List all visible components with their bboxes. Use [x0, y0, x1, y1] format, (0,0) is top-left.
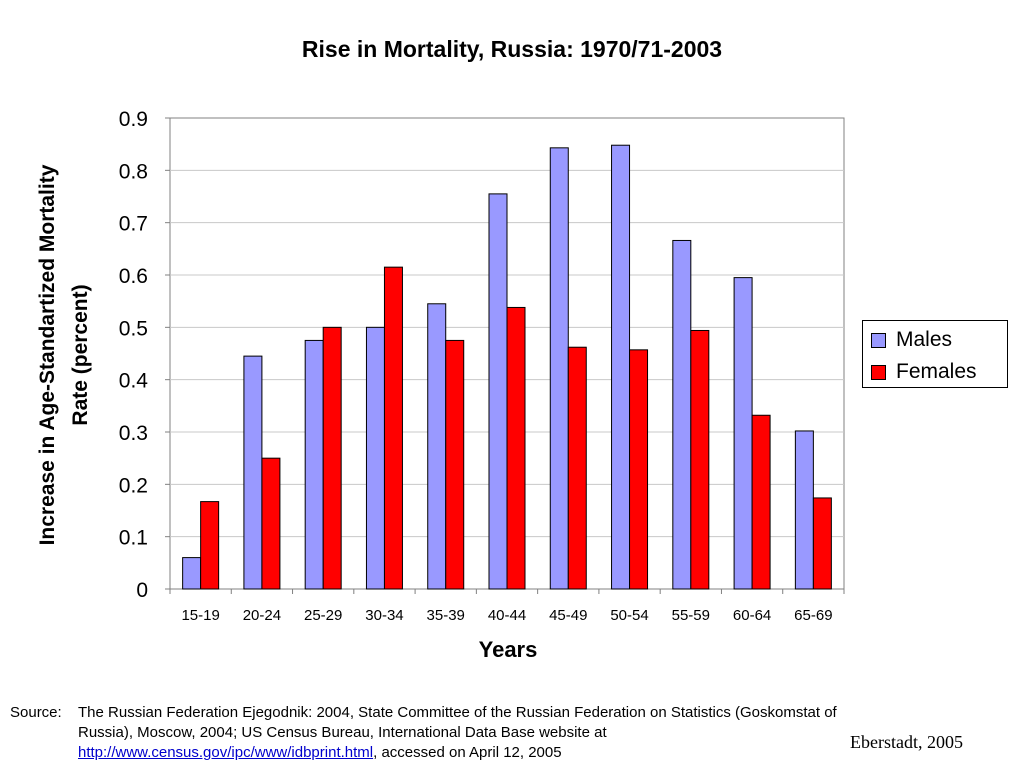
bar-males-40-44	[488, 193, 508, 590]
y-axis-label-line1: Increase in Age-Standartized Mortality	[36, 164, 59, 545]
x-axis-ticks: 15-19 20-24 25-29 30-34 35-39 40-44 45-49 50-54…	[169, 589, 845, 624]
bar-females-50-54	[629, 349, 649, 590]
y-tick-label: 0	[136, 579, 148, 602]
chart-title: Rise in Mortality, Russia: 1970/71-2003	[301, 36, 723, 62]
bar-females-30-34	[383, 266, 403, 590]
y-tick-label: 0.9	[119, 108, 148, 131]
x-tick-label: 65-69	[794, 607, 832, 624]
bar-females-15-19	[200, 501, 220, 590]
legend-item-females: Females	[871, 359, 977, 385]
bar-females-35-39	[445, 339, 465, 590]
bar-males-25-29	[304, 339, 324, 590]
x-tick-label: 60-64	[733, 607, 771, 624]
y-tick-label: 0.2	[119, 474, 148, 497]
bar-chart: 0 0.1 0.2 0.3 0.4 0.5 0.6 0.7 0.8 0.9 15-19 20-24 2…	[36, 108, 845, 662]
bar-males-65-69	[794, 430, 814, 590]
x-tick-label: 50-54	[610, 607, 648, 624]
x-tick-label: 40-44	[488, 607, 526, 624]
legend-swatch-females	[871, 364, 886, 380]
legend-label-females: Females	[896, 360, 977, 383]
bar-females-55-59	[690, 329, 710, 590]
y-tick-label: 0.5	[119, 317, 148, 340]
bar-females-65-69	[812, 497, 832, 590]
legend-label-males: Males	[896, 328, 953, 351]
source-label: Source:	[10, 704, 62, 721]
y-tick-label: 0.8	[119, 160, 148, 183]
bar-males-20-24	[243, 355, 263, 590]
bar-males-35-39	[427, 303, 447, 590]
bar-females-20-24	[261, 457, 281, 590]
bar-males-15-19	[182, 557, 202, 590]
bar-males-30-34	[365, 326, 385, 590]
bar-males-45-49	[549, 147, 569, 590]
bar-females-25-29	[322, 326, 342, 590]
source-text: The Russian Federation Ejegodnik: 2004, …	[78, 703, 838, 763]
credit: Eberstadt, 2005	[850, 732, 963, 752]
x-axis-label: Years	[479, 637, 538, 662]
y-tick-label: 0.6	[119, 265, 148, 288]
x-tick-label: 25-29	[304, 607, 342, 624]
y-axis-ticks: 0 0.1 0.2 0.3 0.4 0.5 0.6 0.7 0.8 0.9	[119, 108, 170, 602]
bars	[182, 144, 832, 590]
x-tick-label: 35-39	[427, 607, 465, 624]
source-link[interactable]: http://www.census.gov/ipc/www/idbprint.h…	[78, 744, 374, 761]
bar-females-60-64	[751, 414, 771, 590]
x-tick-label: 20-24	[243, 607, 281, 624]
legend-item-males: Males	[871, 327, 952, 353]
y-tick-label: 0.4	[119, 370, 149, 393]
x-tick-label: 45-49	[549, 607, 587, 624]
x-tick-label: 15-19	[181, 607, 219, 624]
bar-males-55-59	[672, 239, 692, 590]
source-accessed: , accessed on April 12, 2005	[373, 744, 562, 761]
legend-swatch-males	[871, 332, 886, 348]
legend: Males Females	[862, 320, 1008, 388]
x-tick-label: 30-34	[365, 607, 403, 624]
bar-males-50-54	[611, 144, 631, 590]
bar-females-40-44	[506, 306, 526, 590]
source-citation: The Russian Federation Ejegodnik: 2004, …	[78, 704, 837, 741]
bar-females-45-49	[567, 346, 587, 590]
y-tick-label: 0.1	[119, 527, 148, 550]
x-tick-label: 55-59	[672, 607, 710, 624]
y-tick-label: 0.7	[119, 213, 148, 236]
bar-males-60-64	[733, 277, 753, 590]
y-axis-label-line2: Rate (percent)	[69, 284, 92, 425]
y-tick-label: 0.3	[119, 422, 148, 445]
